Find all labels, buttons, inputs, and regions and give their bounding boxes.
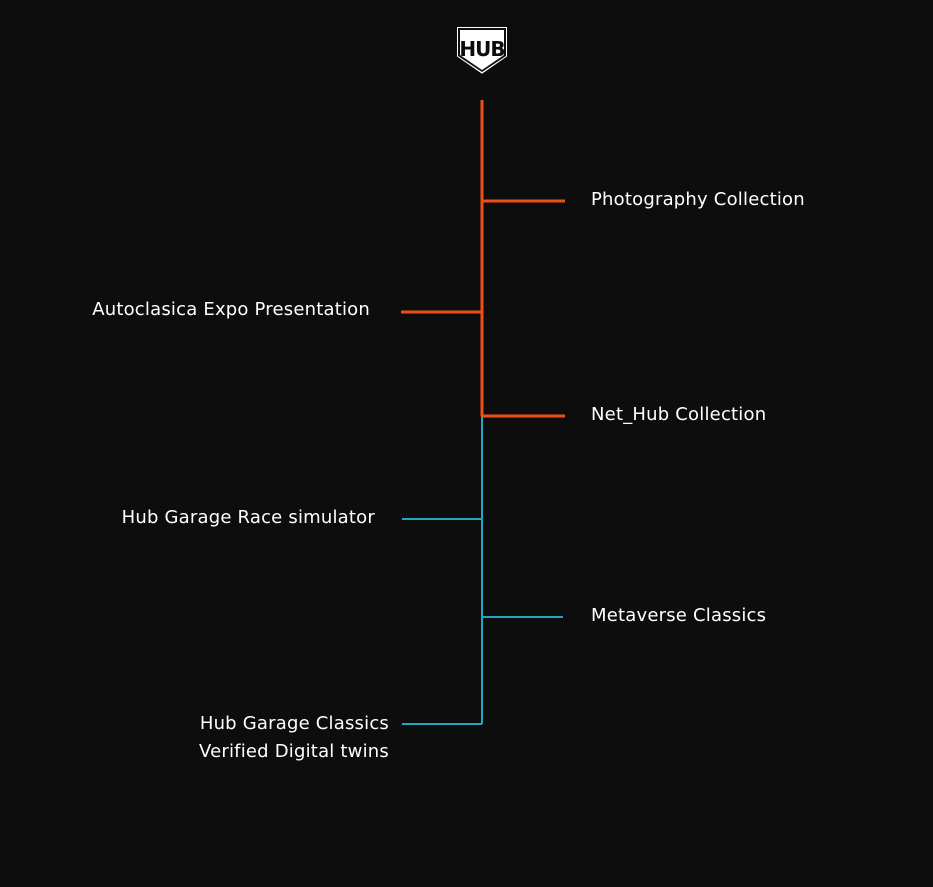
logo-text: HUB (459, 37, 504, 61)
label-autoclasica-expo: Autoclasica Expo Presentation (92, 299, 370, 320)
label-garage-classics-line2: Verified Digital twins (198, 741, 389, 762)
label-garage-classics: Hub Garage Classics Verified Digital twi… (150, 710, 389, 766)
label-metaverse-classics: Metaverse Classics (591, 605, 767, 626)
label-race-simulator: Hub Garage Race simulator (121, 507, 375, 528)
label-nethub-collection: Net_Hub Collection (591, 404, 767, 425)
hub-logo: HUB (455, 25, 509, 77)
label-garage-classics-line1: Hub Garage Classics (199, 713, 389, 734)
label-photography-collection: Photography Collection (591, 189, 805, 210)
